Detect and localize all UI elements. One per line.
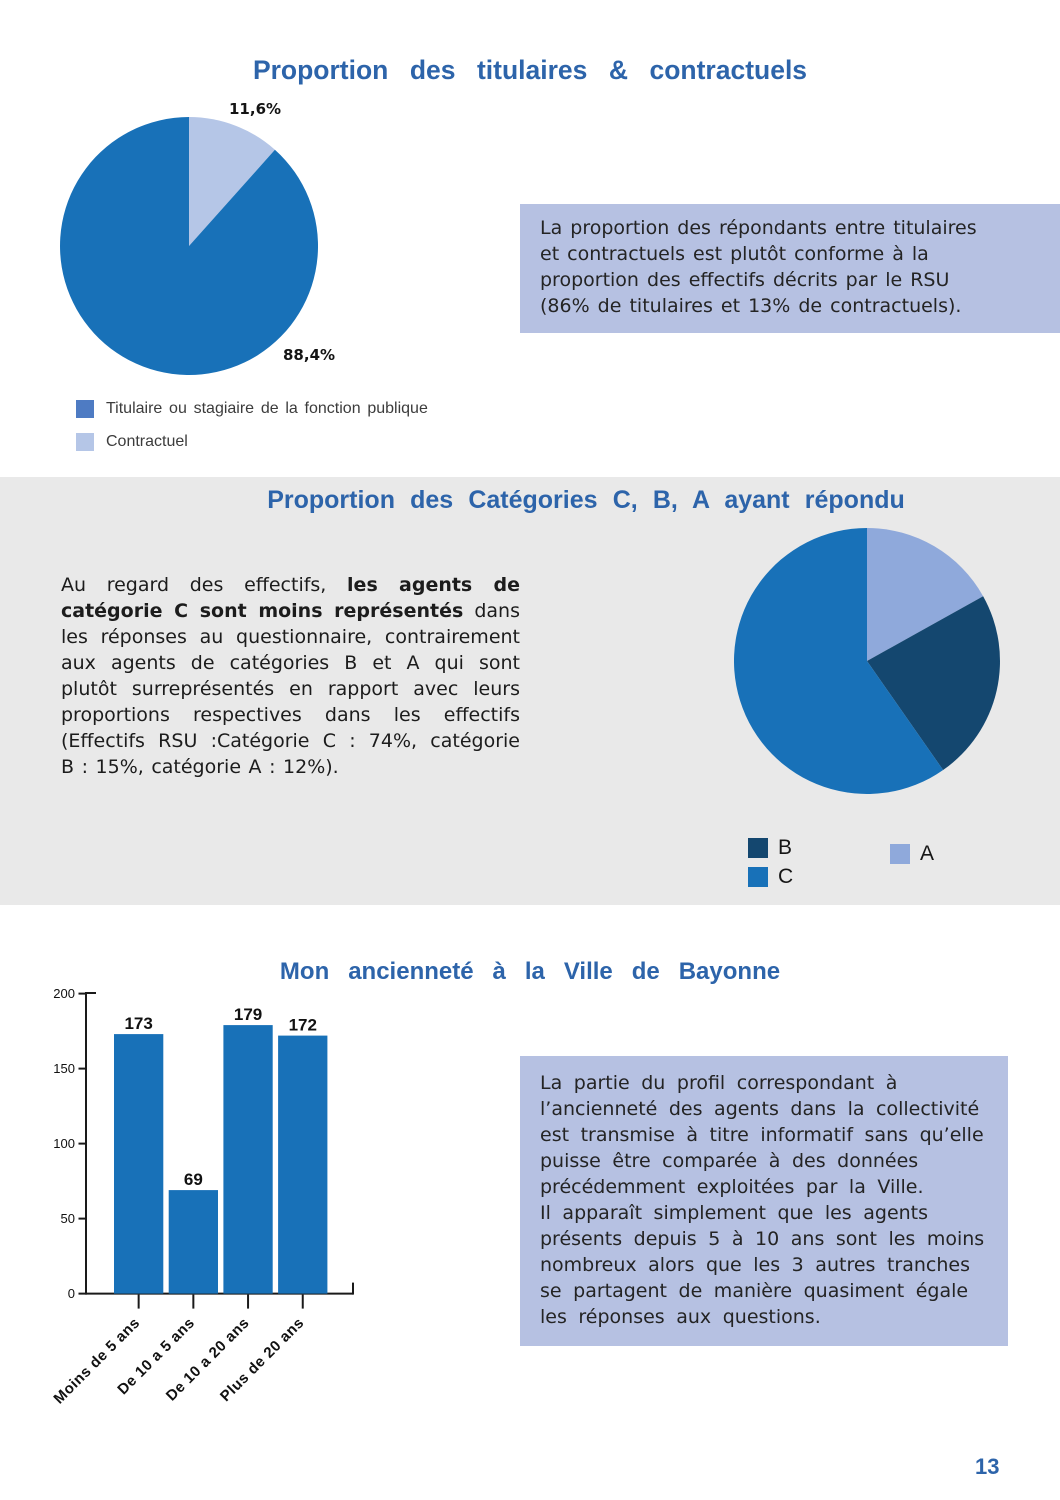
- pie1-label-titulaire-pct: 88,4%: [283, 346, 336, 364]
- pie-slice-b: [867, 596, 1000, 771]
- note-box-titulaires: La proportion des répondants entre titul…: [520, 204, 1060, 333]
- contractuel-swatch: [76, 433, 94, 451]
- pie-chart-categories: [734, 528, 1000, 794]
- y-tick-label: 0: [68, 1286, 75, 1301]
- note-text-titulaires: La proportion des répondants entre titul…: [540, 217, 977, 317]
- legend-label-b: B: [778, 836, 793, 859]
- paragraph-categories: Au regard des effectifs, les agents de c…: [61, 574, 520, 778]
- bar-de-10-a-5-ans: [168, 1190, 218, 1294]
- y-tick-label: 100: [53, 1136, 75, 1151]
- pie1-label-contractuel-pct: 11,6%: [229, 100, 282, 118]
- pie-slice-a: [867, 528, 984, 661]
- note-box-anciennete: La partie du profil correspondant à l’an…: [520, 1056, 1008, 1346]
- legend-item-titulaire: Titulaire ou stagiaire de la fonction pu…: [76, 400, 428, 418]
- bar-value-label: 179: [234, 1005, 262, 1024]
- legend-item-contractuel: Contractuel: [76, 433, 188, 451]
- legend-label-contractuel: Contractuel: [106, 433, 188, 450]
- bar-value-label: 173: [124, 1014, 152, 1033]
- section-title-categories: Proportion des Catégories C, B, A ayant …: [267, 486, 905, 514]
- legend-label-titulaire: Titulaire ou stagiaire de la fonction pu…: [106, 400, 428, 417]
- pie-chart-titulaires: [60, 117, 318, 375]
- section-title-titulaires: Proportion des titulaires & contractuels: [252, 55, 808, 85]
- section-title-anciennete: Mon ancienneté à la Ville de Bayonne: [279, 958, 781, 985]
- y-tick-label: 150: [53, 1061, 75, 1076]
- bar-moins-de-5-ans: [114, 1034, 164, 1294]
- legend-item-c: C: [748, 865, 793, 889]
- bar-value-label: 172: [289, 1016, 317, 1035]
- legend-item-b: B: [748, 836, 792, 860]
- page-number: 13: [975, 1454, 1000, 1479]
- category-c-swatch: [748, 867, 768, 887]
- pie-slice-c: [734, 528, 944, 794]
- titulaire-swatch: [76, 400, 94, 418]
- legend-label-a: A: [920, 842, 935, 865]
- y-tick-label: 50: [61, 1211, 75, 1226]
- category-b-swatch: [748, 838, 768, 858]
- note-text-anciennete: La partie du profil correspondant à l’an…: [540, 1072, 985, 1328]
- y-tick-label: 200: [53, 986, 75, 1001]
- legend-label-c: C: [778, 865, 794, 888]
- category-a-swatch: [890, 844, 910, 864]
- bar-value-label: 69: [184, 1170, 203, 1189]
- pie-slice-titulaire-ou-stagiaire-de-la-fonction-publique: [60, 117, 318, 375]
- bar-de-10-a-20-ans: [223, 1025, 273, 1294]
- legend-item-a: A: [890, 842, 934, 866]
- pie-slice-contractuel: [189, 117, 275, 246]
- bar-plus-de-20-ans: [278, 1035, 328, 1294]
